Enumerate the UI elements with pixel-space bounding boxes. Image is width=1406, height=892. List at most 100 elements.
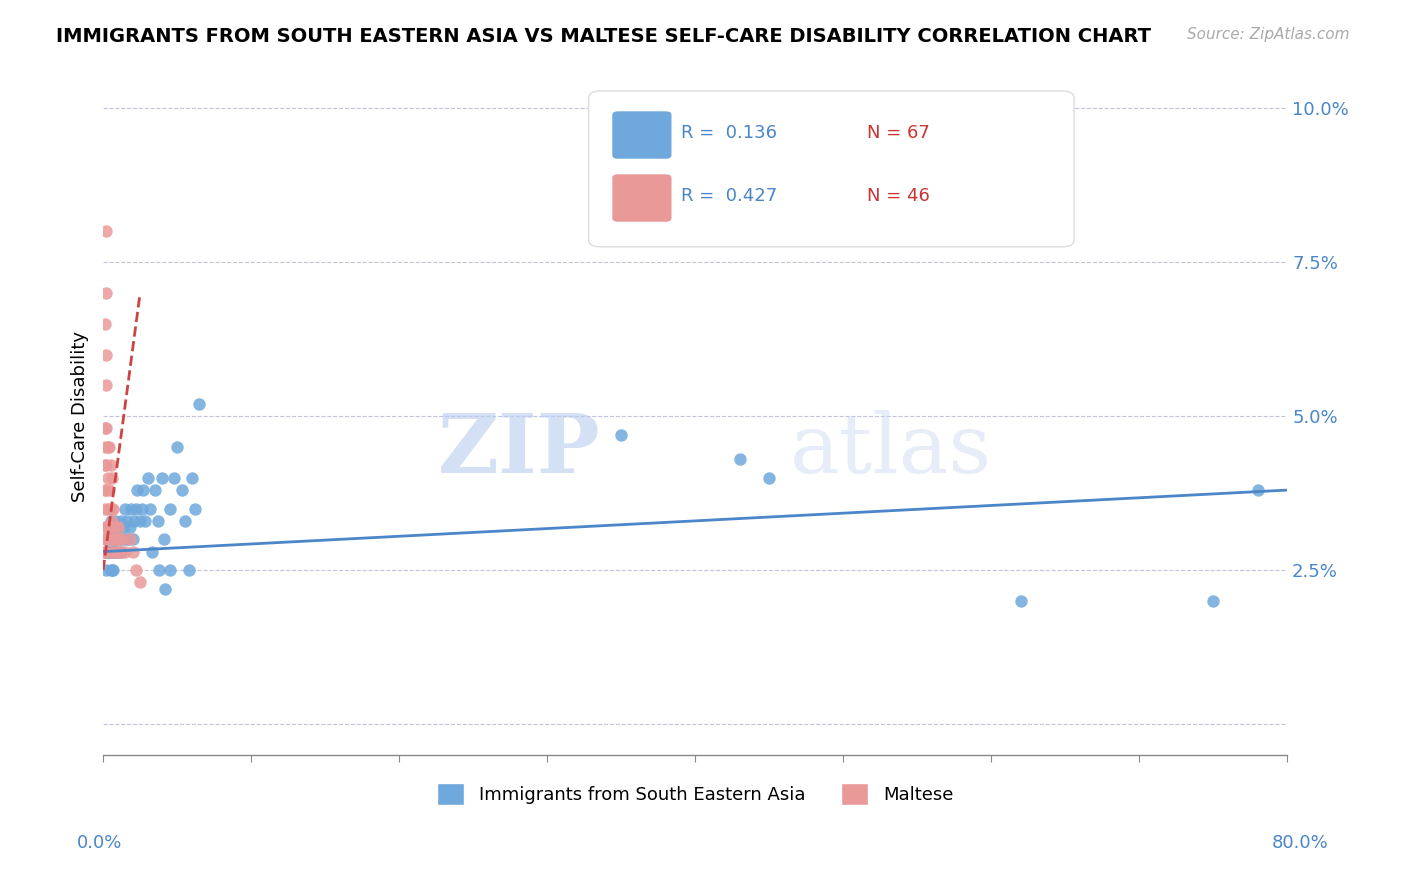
Point <box>101 514 124 528</box>
Point <box>100 533 122 547</box>
Point <box>98 544 121 558</box>
Point <box>150 471 173 485</box>
Point <box>94 563 117 577</box>
Point <box>100 501 122 516</box>
Point <box>94 483 117 497</box>
Text: N = 67: N = 67 <box>868 124 929 142</box>
Point <box>121 544 143 558</box>
Point <box>163 471 186 485</box>
Point <box>93 544 115 558</box>
Point <box>107 520 129 534</box>
Point <box>100 533 122 547</box>
Point <box>125 501 148 516</box>
Point <box>118 520 141 534</box>
FancyBboxPatch shape <box>612 174 672 222</box>
Point <box>108 533 131 547</box>
Point <box>177 563 200 577</box>
Point <box>129 575 152 590</box>
Text: N = 46: N = 46 <box>868 187 929 205</box>
Point <box>97 533 120 547</box>
Point <box>104 544 127 558</box>
Point <box>110 514 132 528</box>
Point <box>105 544 128 558</box>
Point <box>1010 594 1032 608</box>
Point <box>170 483 193 497</box>
Point <box>103 533 125 547</box>
Point <box>104 544 127 558</box>
Point <box>101 471 124 485</box>
Point <box>1202 594 1225 608</box>
Point <box>115 514 138 528</box>
Point <box>103 563 125 577</box>
Point <box>188 397 211 411</box>
Point <box>107 544 129 558</box>
Point <box>94 458 117 473</box>
Point <box>141 544 163 558</box>
Point <box>105 533 128 547</box>
Point <box>103 544 125 558</box>
Point <box>100 563 122 577</box>
Y-axis label: Self-Care Disability: Self-Care Disability <box>72 331 89 501</box>
Point <box>101 544 124 558</box>
Point <box>139 501 162 516</box>
Point <box>94 224 117 238</box>
Point <box>93 520 115 534</box>
Point <box>100 514 122 528</box>
Point <box>94 520 117 534</box>
Point <box>114 533 136 547</box>
Point <box>121 533 143 547</box>
Point <box>129 514 152 528</box>
Point <box>94 378 117 392</box>
Point <box>93 533 115 547</box>
Point <box>98 440 121 454</box>
Point <box>97 501 120 516</box>
Point <box>159 563 181 577</box>
Point <box>155 582 177 596</box>
FancyBboxPatch shape <box>612 112 672 159</box>
Text: IMMIGRANTS FROM SOUTH EASTERN ASIA VS MALTESE SELF-CARE DISABILITY CORRELATION C: IMMIGRANTS FROM SOUTH EASTERN ASIA VS MA… <box>56 27 1152 45</box>
Point <box>118 533 141 547</box>
Point <box>111 533 134 547</box>
Point <box>97 471 120 485</box>
Point <box>1246 483 1268 497</box>
Point <box>728 452 751 467</box>
Point <box>103 533 125 547</box>
Text: ZIP: ZIP <box>437 410 600 490</box>
Point <box>101 563 124 577</box>
Point <box>148 563 170 577</box>
Point <box>127 483 149 497</box>
Point <box>125 563 148 577</box>
Point <box>181 471 204 485</box>
Point <box>110 544 132 558</box>
Point <box>114 544 136 558</box>
Text: 80.0%: 80.0% <box>1272 834 1329 852</box>
Point <box>159 501 181 516</box>
Text: R =  0.427: R = 0.427 <box>681 187 778 205</box>
Point <box>173 514 195 528</box>
Point <box>104 533 127 547</box>
Point <box>166 440 188 454</box>
Point <box>97 533 120 547</box>
Point <box>120 501 142 516</box>
Point <box>111 533 134 547</box>
Point <box>93 317 115 331</box>
Point <box>93 440 115 454</box>
Point <box>134 514 156 528</box>
Point <box>93 421 115 435</box>
Point <box>107 544 129 558</box>
Point <box>114 501 136 516</box>
Point <box>93 458 115 473</box>
Point <box>101 520 124 534</box>
Point <box>97 544 120 558</box>
Point <box>94 421 117 435</box>
Point <box>94 533 117 547</box>
Point <box>110 544 132 558</box>
Point <box>108 533 131 547</box>
FancyBboxPatch shape <box>589 91 1074 247</box>
Point <box>105 533 128 547</box>
Legend: Immigrants from South Eastern Asia, Maltese: Immigrants from South Eastern Asia, Malt… <box>427 773 962 814</box>
Point <box>98 483 121 497</box>
Text: 0.0%: 0.0% <box>77 834 122 852</box>
Point <box>104 514 127 528</box>
Point <box>94 544 117 558</box>
